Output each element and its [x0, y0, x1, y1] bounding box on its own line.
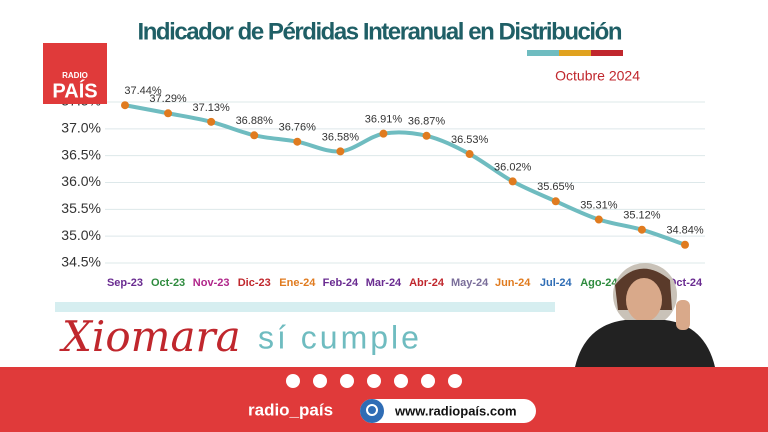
deco-bar: [591, 50, 623, 56]
value-label: 35.65%: [537, 181, 575, 193]
marker: [379, 129, 388, 138]
handle: radio_país: [248, 400, 333, 419]
line: [124, 103, 686, 247]
value-label: 37.13%: [192, 102, 230, 114]
x-tick-label: Abr-24: [409, 277, 445, 289]
deco-strip: [55, 302, 555, 312]
deco-bar: [527, 50, 559, 56]
x-tick-label: Mar-24: [366, 277, 402, 289]
value-label: 37.44%: [124, 85, 162, 97]
marker: [207, 117, 216, 126]
value-label: 36.91%: [365, 114, 403, 126]
icon[interactable]: [286, 374, 300, 388]
x-tick-label: Oct-23: [151, 277, 185, 289]
chart-subtitle: Octubre 2024: [555, 68, 640, 84]
plot: 34.5%35.0%35.5%36.0%36.5%37.0%37.5%Sep-2…: [61, 85, 705, 289]
value-label: 37.29%: [149, 93, 187, 105]
icon[interactable]: [313, 374, 327, 388]
marker: [551, 197, 560, 206]
y-tick-label: 35.0%: [61, 227, 101, 243]
value-label: 34.84%: [666, 225, 704, 237]
marker: [508, 177, 517, 186]
marker: [336, 147, 345, 156]
chart-title: Indicador de Pérdidas Interanual en Dist…: [138, 18, 623, 45]
icon[interactable]: [367, 374, 381, 388]
marker: [681, 240, 689, 249]
marker: [637, 225, 646, 234]
x-tick-label: Dic-23: [238, 277, 271, 289]
x-tick-label: Ago-24: [580, 277, 618, 289]
social-icons: [286, 374, 462, 388]
name-script: Xiomara: [59, 312, 241, 361]
x-tick-label: Jul-24: [540, 277, 573, 289]
website-pill[interactable]: [360, 399, 536, 423]
icon[interactable]: [340, 374, 354, 388]
marker: [250, 131, 259, 140]
value-label: 36.02%: [494, 161, 532, 173]
photo-suit: [575, 320, 715, 367]
x-tick-label: Sep-23: [107, 277, 143, 289]
search-glyph: [366, 404, 378, 416]
x-tick-label: Nov-23: [193, 277, 230, 289]
x-tick-label: Ene-24: [279, 277, 316, 289]
logo-box: [43, 43, 107, 104]
marker: [121, 101, 129, 110]
value-label: 36.88%: [236, 115, 274, 127]
website[interactable]: www.radiopaís.com: [394, 403, 517, 418]
x-tick-label: Oct-24: [668, 277, 703, 289]
x-tick-label: Feb-24: [323, 277, 359, 289]
y-tick-label: 37.0%: [61, 120, 101, 136]
photo-hand: [676, 300, 690, 330]
marker: [422, 131, 431, 140]
value-label: 35.31%: [580, 199, 618, 211]
value-label: 36.87%: [408, 116, 446, 128]
marker: [293, 137, 302, 146]
value-label: 35.12%: [623, 210, 661, 222]
marker: [164, 109, 173, 118]
icon[interactable]: [394, 374, 408, 388]
deco-bar: [559, 50, 591, 56]
value-label: 36.53%: [451, 134, 489, 146]
x-tick-label: May-24: [451, 277, 489, 289]
y-tick-label: 36.5%: [61, 146, 101, 162]
y-tick-label: 35.5%: [61, 200, 101, 216]
photo: [575, 263, 715, 367]
marker: [465, 150, 474, 159]
icon[interactable]: [421, 374, 435, 388]
logo-top: RADIO: [62, 71, 88, 80]
value-label: 36.76%: [279, 122, 317, 134]
y-tick-label: 34.5%: [61, 254, 101, 270]
x-tick-label: Jun-24: [495, 277, 531, 289]
y-tick-label: 36.0%: [61, 173, 101, 189]
slogan: sí cumple: [258, 319, 422, 355]
marker: [594, 215, 603, 224]
logo: RADIO PAÍS: [43, 43, 107, 104]
icon[interactable]: [448, 374, 462, 388]
photo-face: [626, 278, 662, 322]
value-label: 36.58%: [322, 131, 360, 143]
search-icon: [360, 399, 384, 423]
logo-main: PAÍS: [52, 79, 97, 102]
